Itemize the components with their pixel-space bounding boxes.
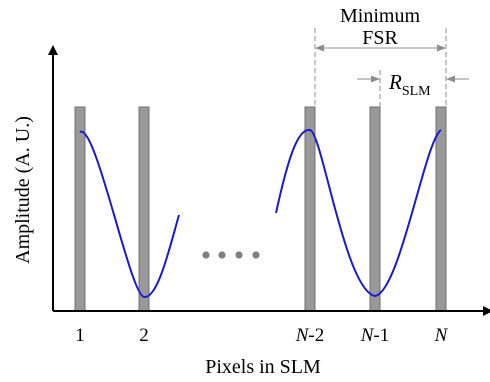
pixel-label-n-minus-2: N-2: [295, 325, 325, 346]
min-fsr-label-line2: FSR: [362, 27, 398, 49]
min-fsr-label-line1: Minimum: [340, 5, 420, 27]
pixel-label-n-minus-2-suffix: -2: [308, 325, 324, 346]
pixel-label-1: 1: [75, 325, 85, 346]
pixel-label-n-minus-1-suffix: -1: [373, 325, 389, 346]
sine-wave-left: [79, 130, 180, 298]
pixel-bar-n-minus-2: [304, 106, 316, 312]
pixel-label-n-minus-2-var: N: [295, 325, 310, 346]
pixel-bar-1: [74, 106, 86, 312]
pixel-label-n: N: [434, 325, 449, 346]
pixel-label-n-minus-1-var: N: [360, 325, 375, 346]
pixel-label-n-minus-1: N-1: [360, 325, 390, 346]
pixel-bar-n-minus-1: [369, 106, 381, 312]
x-axis-title: Pixels in SLM: [205, 356, 321, 378]
r-slm-label: RSLM: [388, 70, 431, 99]
pixel-bar-n: [435, 106, 447, 312]
pixel-label-2: 2: [139, 325, 149, 346]
pixel-bar-2: [138, 106, 150, 312]
r-slm-subscript: SLM: [402, 84, 431, 99]
dashed-guides: [314, 28, 447, 107]
r-slm-symbol: R: [388, 70, 402, 94]
r-slm-arrows: [357, 75, 469, 83]
y-axis-title: Amplitude (A. U.): [12, 116, 34, 264]
sine-wave-right: [275, 128, 442, 298]
min-fsr-arrow: [315, 44, 446, 52]
ellipsis-dots: [202, 251, 260, 259]
